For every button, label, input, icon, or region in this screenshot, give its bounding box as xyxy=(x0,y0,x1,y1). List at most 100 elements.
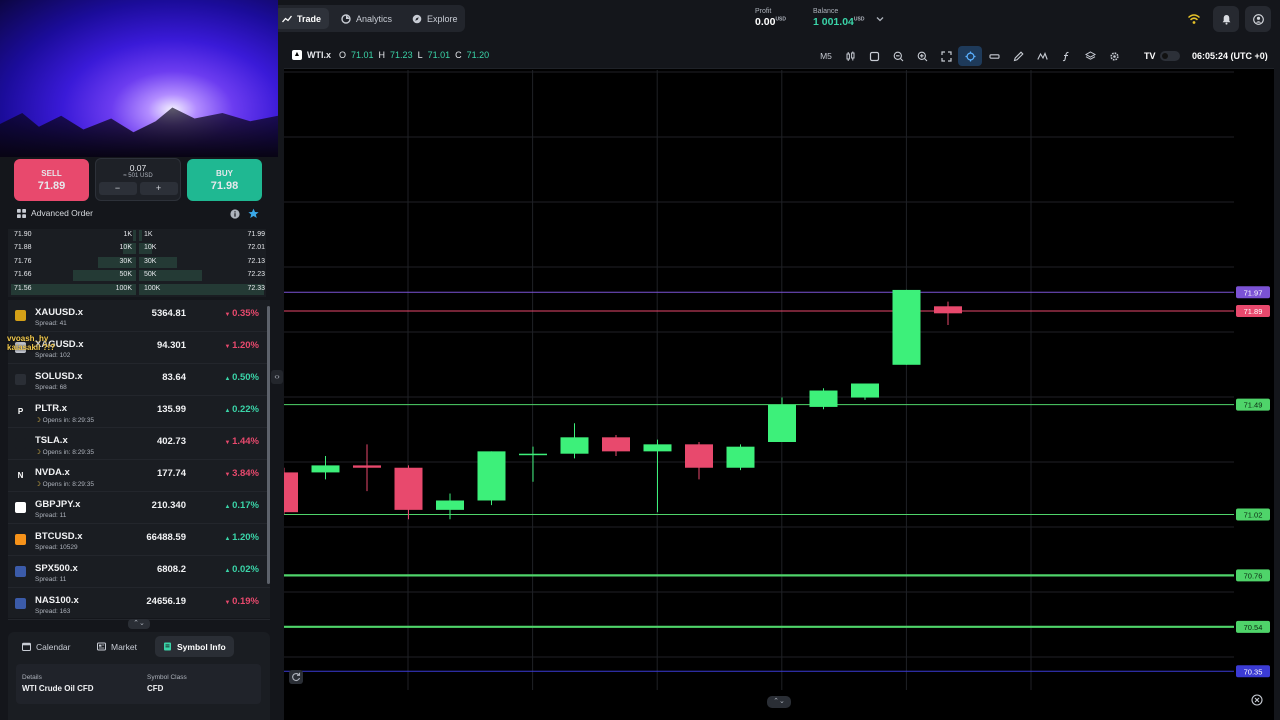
moon-icon: ☽ xyxy=(35,417,43,424)
watchlist-scrollbar[interactable] xyxy=(267,306,270,584)
candlestick-chart[interactable]: 71.97 71.89 71.49 71.02 70.76 70.54 70.35 xyxy=(284,70,1274,690)
tab-trade[interactable]: Trade xyxy=(274,8,330,29)
candle-up xyxy=(809,390,838,407)
tesla-icon xyxy=(15,438,26,449)
gold-icon xyxy=(15,310,26,321)
symbol-class-value: CFD xyxy=(147,684,164,693)
sell-button[interactable]: SELL 71.89 xyxy=(14,159,89,201)
watchlist-row[interactable]: XAGUSD.x Spread: 102 94.301 ▼ 1.20% xyxy=(8,332,270,364)
change-value: 0.22% xyxy=(232,404,259,415)
ask-depth-bar xyxy=(139,270,202,282)
pencil-button[interactable] xyxy=(1006,46,1030,66)
flag-us-icon xyxy=(15,566,26,577)
symbol-subtext: ☽ Opens in: 8:29:35 xyxy=(35,448,94,456)
increase-button[interactable]: + xyxy=(139,182,178,195)
tab-explore[interactable]: Explore xyxy=(404,8,466,29)
price-level-tag xyxy=(1236,304,1270,317)
timeframe-button[interactable]: M5 xyxy=(820,51,832,61)
horizontal-line-button[interactable] xyxy=(982,46,1006,66)
ask-depth-bar xyxy=(139,243,152,255)
watchlist-row[interactable]: N NVDA.x ☽ Opens in: 8:29:35 177.74 ▼ 3.84% xyxy=(8,460,270,492)
ask-price: 71.99 xyxy=(247,231,265,238)
tab-calendar[interactable]: Calendar xyxy=(14,636,79,657)
quantity-stepper[interactable]: 0.07 ≈ 501 USD − + xyxy=(95,158,181,201)
change-arrow-icon: ▲ xyxy=(224,376,233,382)
settings-button[interactable] xyxy=(1102,46,1126,66)
symbol-price: 5364.81 xyxy=(151,308,186,319)
candles-button[interactable] xyxy=(838,46,862,66)
change-value: 0.35% xyxy=(232,308,259,319)
select-button[interactable] xyxy=(862,46,886,66)
symbol-price: 135.99 xyxy=(156,404,186,415)
symbol-name: NAS100.x xyxy=(35,595,79,606)
reset-chart-button[interactable] xyxy=(289,670,303,684)
symbol-subtext: Spread: 102 xyxy=(35,352,70,359)
c-label: C xyxy=(455,50,462,60)
fullscreen-button[interactable] xyxy=(934,46,958,66)
ohlc-legend: ▲ WTI.x O 71.01 H 71.23 L 71.01 C 71.20 xyxy=(292,50,489,60)
c-value: 71.20 xyxy=(466,50,490,60)
change-value: 0.19% xyxy=(232,596,259,607)
zoom-out-button[interactable] xyxy=(886,46,910,66)
symbol-change: ▼ 3.84% xyxy=(224,468,259,479)
price-level-label: 70.76 xyxy=(1244,571,1263,580)
balance-currency: USD xyxy=(853,16,865,23)
watchlist-row[interactable]: BTCUSD.x Spread: 10529 66488.59 ▲ 1.20% xyxy=(8,524,270,556)
indicators-button[interactable] xyxy=(1054,46,1078,66)
price-level-label: 71.49 xyxy=(1244,401,1263,410)
depth-row: 71.56 100K 100K 72.33 xyxy=(8,283,266,296)
palantir-icon: P xyxy=(15,406,26,417)
time-axis-handle[interactable]: ⌃⌄ xyxy=(767,696,791,708)
balance-stat[interactable]: Balance 1 001.04USD xyxy=(813,8,864,28)
watchlist-row[interactable]: P PLTR.x ☽ Opens in: 8:29:35 135.99 ▲ 0.22% xyxy=(8,396,270,428)
profit-currency: USD xyxy=(775,16,786,23)
ask-size: 50K xyxy=(144,271,157,279)
advanced-order-toggle[interactable]: Advanced Order xyxy=(17,208,93,218)
tab-symbol-info[interactable]: Symbol Info xyxy=(155,636,234,657)
watchlist-row[interactable]: XAUUSD.x Spread: 41 5364.81 ▼ 0.35% xyxy=(8,300,270,332)
chart-line-icon xyxy=(282,15,292,22)
change-value: 3.84% xyxy=(232,468,259,479)
panel-splitter-handle[interactable]: ⌃⌄ xyxy=(128,619,150,629)
collapse-panel-button[interactable]: ‹› xyxy=(271,370,283,384)
symbol-change: ▼ 0.19% xyxy=(224,596,259,607)
change-arrow-icon: ▲ xyxy=(224,568,233,574)
price-level-tag xyxy=(1236,508,1270,521)
watchlist-row[interactable]: SPX500.x Spread: 11 6808.2 ▲ 0.02% xyxy=(8,556,270,588)
symbol-change: ▼ 1.20% xyxy=(224,340,259,351)
account-button[interactable] xyxy=(1245,6,1271,32)
buy-button[interactable]: BUY 71.98 xyxy=(187,159,262,201)
symbol-change: ▲ 0.22% xyxy=(224,404,259,415)
info-icon[interactable] xyxy=(230,209,240,219)
bid-depth-bar xyxy=(11,283,136,295)
layers-button[interactable] xyxy=(1078,46,1102,66)
ask-size: 100K xyxy=(144,284,161,292)
chart-area[interactable] xyxy=(284,43,1274,720)
symbol-price: 210.340 xyxy=(151,500,186,511)
chevron-down-icon[interactable] xyxy=(874,13,886,25)
subtext-value: Opens in: 8:29:35 xyxy=(42,449,94,456)
chart-symbol[interactable]: WTI.x xyxy=(307,50,331,60)
notifications-button[interactable] xyxy=(1213,6,1239,32)
quantity-value[interactable]: 0.07 xyxy=(129,163,147,173)
tab-analytics[interactable]: Analytics xyxy=(333,8,400,29)
tab-label: Symbol Info xyxy=(177,641,226,652)
watchlist-row[interactable]: NAS100.x Spread: 163 24656.19 ▼ 0.19% xyxy=(8,588,270,620)
pattern-button[interactable] xyxy=(1030,46,1054,66)
crosshair-button[interactable] xyxy=(958,46,982,66)
theme-toggle[interactable] xyxy=(1160,51,1180,61)
tab-market[interactable]: Market xyxy=(89,636,145,657)
symbol-subtext: Spread: 68 xyxy=(35,384,67,391)
watchlist-row[interactable]: GBPJPY.x Spread: 11 210.340 ▲ 0.17% xyxy=(8,492,270,524)
change-value: 1.20% xyxy=(232,532,259,543)
symbol-price: 177.74 xyxy=(156,468,186,479)
star-icon[interactable] xyxy=(248,208,259,219)
ask-price: 72.33 xyxy=(247,284,265,292)
decrease-button[interactable]: − xyxy=(98,182,137,195)
symbol-change: ▲ 0.50% xyxy=(224,372,259,383)
watchlist-row[interactable]: TSLA.x ☽ Opens in: 8:29:35 402.73 ▼ 1.44% xyxy=(8,428,270,460)
watchlist-row[interactable]: SOLUSD.x Spread: 68 83.64 ▲ 0.50% xyxy=(8,364,270,396)
bid-price: 71.88 xyxy=(14,244,32,252)
close-circle-icon[interactable] xyxy=(1251,694,1263,706)
zoom-in-button[interactable] xyxy=(910,46,934,66)
